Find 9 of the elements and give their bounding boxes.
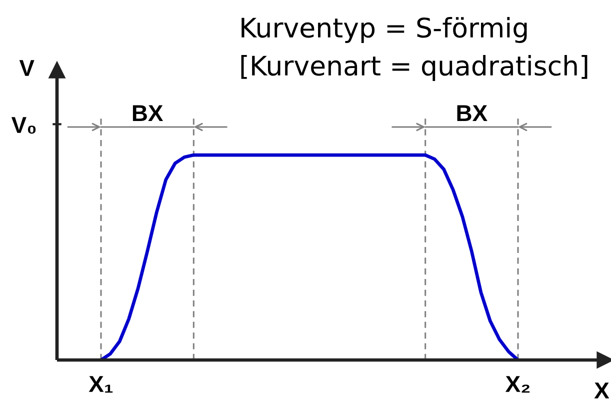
x-tick-label: X₂ — [505, 376, 530, 393]
chart-subtitle: [Kurvenart = quadratisch] — [241, 55, 588, 81]
chart-title: Kurventyp = S-förmig — [242, 17, 527, 43]
text: BX — [457, 105, 488, 122]
x-tick-label: X₁ — [88, 376, 113, 393]
y-axis-title: V — [19, 60, 34, 76]
text: BX — [132, 105, 164, 122]
x-axis-title: X — [594, 382, 610, 398]
text: V₀ — [11, 117, 36, 134]
